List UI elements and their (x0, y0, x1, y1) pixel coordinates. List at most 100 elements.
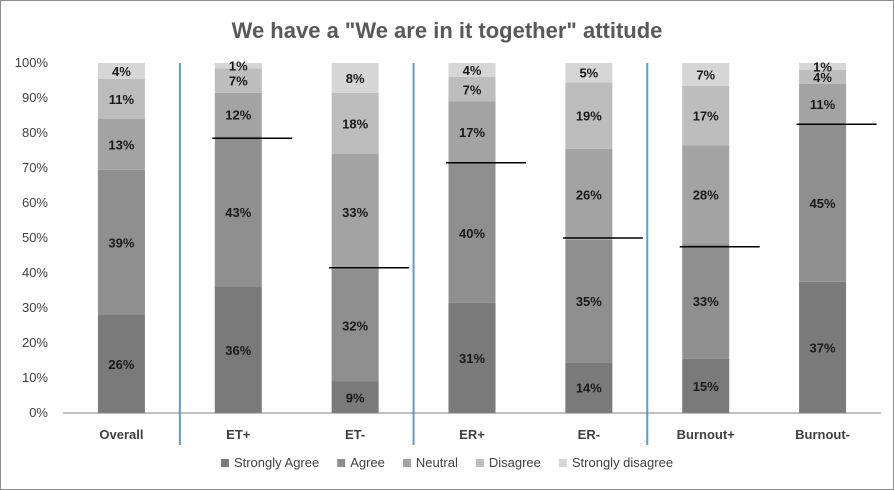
data-label: 39% (108, 235, 134, 250)
legend-swatch (558, 459, 567, 467)
y-tick-label: 60% (22, 195, 48, 210)
data-label: 28% (693, 187, 719, 202)
bar-et-disagree (331, 92, 379, 154)
data-label: 15% (693, 379, 719, 394)
data-label: 8% (346, 71, 365, 86)
bar-et-strongly-agree (331, 381, 379, 413)
y-axis: 0% 10% 20% 30% 40% 50% 60% 70% 80% 90% 100% (15, 55, 49, 420)
bar-et-neutral (214, 92, 262, 137)
bar-et-strongly-disagree (331, 63, 379, 93)
data-label: 32% (342, 319, 368, 334)
bar-er-disagree (448, 77, 496, 102)
chart-title: We have a "We are in it together" attitu… (232, 18, 663, 43)
legend-label: Neutral (416, 455, 458, 470)
bar-burnout-disagree (682, 85, 730, 146)
bar-et-strongly-agree (214, 287, 262, 413)
data-label: 33% (342, 205, 368, 220)
data-label: 1% (229, 59, 248, 74)
reference-lines (212, 123, 877, 269)
bar-overall-disagree (97, 78, 145, 119)
data-label: 26% (576, 187, 602, 202)
legend-label: Agree (350, 455, 385, 470)
group-dividers (178, 63, 649, 445)
bar-et-agree (331, 269, 379, 382)
data-label: 45% (810, 196, 836, 211)
bar-overall-strongly-agree (97, 315, 145, 413)
data-label: 35% (576, 294, 602, 309)
legend: Strongly Agree Agree Neutral Disagree Strong… (220, 455, 673, 470)
legend-label: Strongly Agree (234, 455, 319, 470)
legend-item-neutral: Neutral (402, 455, 458, 470)
x-axis: Overall ET+ ET- ER+ ER- Burnout+ Burnout- (99, 427, 850, 442)
data-label: 5% (579, 66, 598, 81)
bar-burnout-neutral (799, 84, 847, 125)
data-label: 17% (459, 125, 485, 140)
y-tick-label: 10% (22, 370, 48, 385)
data-label: 4% (463, 63, 482, 78)
x-tick-label: ER+ (459, 427, 485, 442)
y-tick-label: 100% (15, 55, 49, 70)
bar-er-disagree (565, 82, 613, 149)
y-tick-label: 30% (22, 300, 48, 315)
data-label: 7% (463, 82, 482, 97)
data-label: 12% (225, 108, 251, 123)
bar-burnout-strongly-agree (682, 358, 730, 413)
data-label: 13% (108, 137, 134, 152)
y-tick-label: 40% (22, 265, 48, 280)
y-tick-label: 50% (22, 230, 48, 245)
data-label: 4% (813, 70, 832, 85)
bar-burnout-strongly-agree (799, 281, 847, 413)
x-tick-label: ET- (345, 427, 365, 442)
bar-er-strongly-disagree (448, 63, 496, 77)
bar-er-neutral (565, 148, 613, 240)
legend-swatch (475, 459, 484, 467)
data-label: 26% (108, 357, 134, 372)
legend-item-disagree: Disagree (475, 455, 541, 470)
data-labels: 26% 39% 13% 11% 4% 36% 43% 12% 7% 1% 9% 32% 33% 18% 8%… (108, 59, 836, 406)
data-label: 11% (109, 92, 135, 107)
data-label: 19% (576, 109, 602, 124)
y-tick-label: 90% (22, 90, 48, 105)
legend-item-strongly-disagree: Strongly disagree (558, 455, 673, 470)
y-tick-label: 20% (22, 335, 48, 350)
bar-et-disagree (214, 68, 262, 93)
data-label: 1% (813, 60, 832, 75)
bar-er-strongly-agree (565, 362, 613, 413)
bar-burnout-strongly-disagree (682, 63, 730, 86)
bars (97, 63, 847, 413)
bar-er-neutral (448, 101, 496, 163)
bar-er-agree (565, 239, 613, 363)
bar-burnout-disagree (799, 70, 847, 84)
data-label: 4% (112, 64, 131, 79)
bar-burnout-strongly-disagree (799, 63, 847, 70)
data-label: 31% (459, 351, 485, 366)
legend-label: Disagree (489, 455, 541, 470)
data-label: 37% (810, 340, 836, 355)
data-label: 7% (696, 67, 715, 82)
data-label: 14% (576, 381, 602, 396)
bar-er-agree (448, 162, 496, 303)
legend-swatch (220, 459, 229, 467)
bar-et-agree (214, 136, 262, 287)
legend-swatch (337, 459, 346, 467)
data-label: 43% (225, 205, 251, 220)
bar-et-neutral (331, 154, 379, 270)
y-tick-label: 0% (29, 405, 48, 420)
data-label: 18% (342, 116, 368, 131)
x-tick-label: ET+ (226, 427, 251, 442)
data-label: 9% (346, 390, 365, 405)
bar-burnout-agree (799, 124, 847, 282)
y-tick-label: 80% (22, 125, 48, 140)
bar-er-strongly-agree (448, 302, 496, 413)
x-tick-label: ER- (578, 427, 600, 442)
bar-er-strongly-disagree (565, 63, 613, 83)
y-tick-label: 70% (22, 160, 48, 175)
bar-overall-agree (97, 169, 145, 315)
bar-overall-strongly-disagree (97, 63, 145, 79)
data-label: 11% (810, 97, 836, 112)
data-label: 36% (225, 343, 251, 358)
bar-burnout-neutral (682, 145, 730, 244)
bar-burnout-agree (682, 243, 730, 359)
legend-swatch (402, 459, 411, 467)
